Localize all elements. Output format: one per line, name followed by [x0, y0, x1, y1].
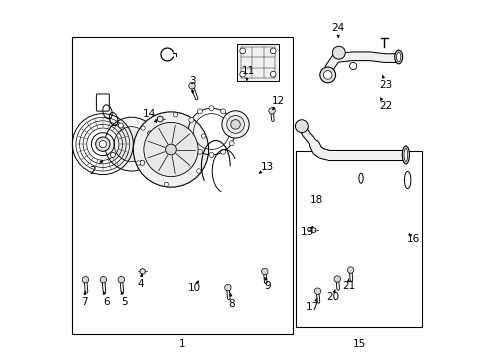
Circle shape	[295, 120, 308, 133]
Text: 6: 6	[103, 297, 109, 307]
Ellipse shape	[394, 50, 402, 64]
Circle shape	[270, 48, 276, 54]
Circle shape	[165, 144, 176, 155]
Circle shape	[201, 134, 205, 138]
Bar	[296, 151, 421, 327]
Text: 7: 7	[81, 297, 88, 307]
Circle shape	[268, 108, 275, 114]
Ellipse shape	[396, 52, 400, 62]
Circle shape	[220, 149, 225, 154]
Circle shape	[197, 149, 202, 154]
Circle shape	[147, 131, 152, 136]
Text: 9: 9	[264, 281, 270, 291]
Text: 20: 20	[325, 292, 338, 302]
Circle shape	[208, 152, 214, 157]
Circle shape	[319, 67, 335, 83]
Text: 21: 21	[341, 281, 354, 291]
Circle shape	[188, 117, 193, 122]
Circle shape	[118, 276, 124, 283]
Circle shape	[332, 46, 345, 59]
Circle shape	[110, 152, 115, 157]
Circle shape	[185, 129, 190, 134]
Bar	[237, 44, 278, 81]
Text: 10: 10	[187, 283, 201, 293]
Circle shape	[197, 109, 202, 114]
Text: 17: 17	[305, 302, 319, 312]
Circle shape	[229, 117, 234, 122]
Text: 16: 16	[407, 234, 420, 244]
Ellipse shape	[402, 146, 408, 164]
Circle shape	[118, 123, 123, 128]
Circle shape	[333, 276, 340, 282]
Bar	[72, 37, 292, 334]
Text: 2: 2	[89, 166, 95, 176]
Circle shape	[346, 267, 353, 273]
Circle shape	[239, 48, 245, 54]
Circle shape	[270, 71, 276, 77]
Circle shape	[239, 71, 245, 77]
Circle shape	[188, 82, 195, 89]
Text: 23: 23	[379, 80, 392, 90]
Circle shape	[100, 276, 106, 283]
Ellipse shape	[403, 148, 407, 161]
Circle shape	[173, 113, 177, 117]
Text: 3: 3	[189, 76, 195, 86]
Circle shape	[222, 111, 249, 138]
Text: 11: 11	[241, 66, 254, 76]
Circle shape	[141, 126, 145, 130]
Text: 1: 1	[178, 339, 184, 349]
Circle shape	[99, 140, 106, 148]
Text: 13: 13	[261, 162, 274, 172]
Circle shape	[314, 288, 320, 294]
Circle shape	[226, 116, 244, 133]
Text: 5: 5	[121, 297, 127, 307]
Text: 19: 19	[300, 227, 313, 237]
Circle shape	[349, 62, 356, 69]
Circle shape	[114, 127, 149, 162]
Text: 14: 14	[142, 109, 156, 119]
Text: 12: 12	[271, 96, 285, 106]
Circle shape	[140, 160, 144, 165]
Circle shape	[230, 120, 240, 129]
Circle shape	[143, 122, 198, 177]
Circle shape	[164, 182, 168, 186]
Circle shape	[188, 141, 193, 146]
Circle shape	[104, 117, 158, 171]
Text: 15: 15	[352, 339, 365, 349]
Circle shape	[208, 106, 214, 111]
Text: 8: 8	[228, 299, 235, 309]
Circle shape	[96, 137, 110, 151]
Circle shape	[323, 71, 331, 79]
Circle shape	[133, 112, 208, 187]
Text: 24: 24	[330, 23, 344, 33]
Circle shape	[229, 141, 234, 146]
Text: 22: 22	[379, 102, 392, 112]
Circle shape	[261, 268, 267, 275]
Circle shape	[82, 276, 88, 283]
Circle shape	[220, 109, 225, 114]
Circle shape	[196, 169, 201, 173]
Text: 4: 4	[137, 279, 143, 289]
Circle shape	[136, 161, 141, 165]
Text: 18: 18	[309, 195, 322, 205]
Circle shape	[232, 129, 237, 134]
Circle shape	[224, 284, 231, 291]
